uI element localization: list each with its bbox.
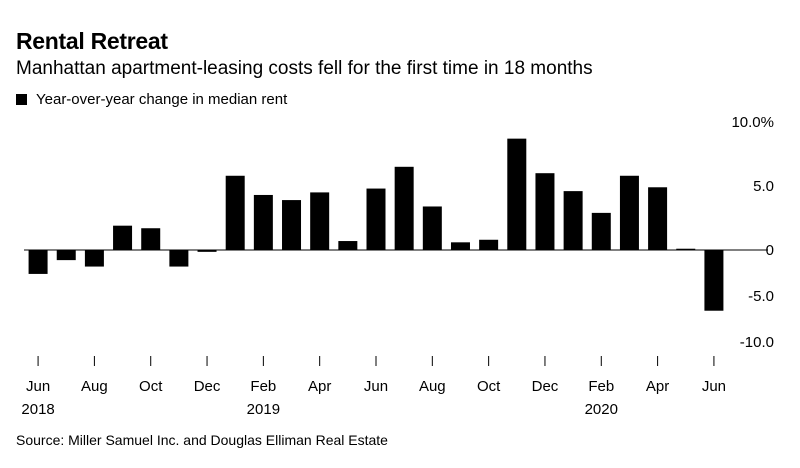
x-tick-label: Oct (477, 378, 501, 395)
bar (591, 212, 611, 250)
x-tick-label: Dec (532, 378, 559, 395)
x-tick-label: Aug (419, 378, 446, 395)
x-tick-label: Apr (646, 378, 669, 395)
x-tick-label: Oct (139, 378, 163, 395)
bar (563, 191, 583, 250)
bar (507, 138, 527, 250)
bar (113, 225, 133, 250)
bar (56, 250, 76, 261)
x-tick-label: Feb (250, 378, 276, 395)
y-tick-label: 0 (766, 242, 774, 259)
bar (450, 242, 470, 250)
bar (422, 206, 442, 250)
bar (394, 166, 414, 250)
legend-label: Year-over-year change in median rent (36, 91, 288, 108)
bar (253, 194, 273, 250)
bar (28, 250, 48, 274)
bar (704, 250, 724, 311)
x-tick-label: Aug (81, 378, 108, 395)
x-tick-year-label: 2018 (21, 401, 54, 418)
bar (197, 250, 217, 252)
chart-subtitle: Manhattan apartment-leasing costs fell f… (16, 58, 593, 79)
bar (366, 188, 386, 250)
bar (535, 173, 555, 250)
bar (619, 175, 639, 250)
y-tick-label: 10.0% (731, 114, 774, 131)
x-tick-label: Jun (26, 378, 50, 395)
bar (84, 250, 104, 267)
bar (648, 187, 668, 250)
x-tick-label: Feb (588, 378, 614, 395)
bar (310, 192, 330, 250)
bar (282, 200, 302, 250)
x-tick-year-label: 2020 (585, 401, 618, 418)
chart-title: Rental Retreat (16, 28, 168, 54)
legend-swatch (16, 94, 27, 105)
bar (479, 239, 499, 250)
x-tick-label: Jun (364, 378, 388, 395)
bar (141, 228, 161, 250)
y-tick-label: -5.0 (748, 288, 774, 305)
x-tick-label: Jun (702, 378, 726, 395)
bar (169, 250, 189, 267)
x-tick-label: Dec (194, 378, 221, 395)
y-tick-label: -10.0 (740, 334, 774, 351)
source-note: Source: Miller Samuel Inc. and Douglas E… (16, 432, 388, 448)
bar (225, 175, 245, 250)
bar (676, 248, 696, 250)
legend: Year-over-year change in median rent (16, 91, 287, 108)
x-tick-label: Apr (308, 378, 331, 395)
y-tick-label: 5.0 (753, 178, 774, 195)
x-tick-year-label: 2019 (247, 401, 280, 418)
bar (338, 241, 358, 250)
